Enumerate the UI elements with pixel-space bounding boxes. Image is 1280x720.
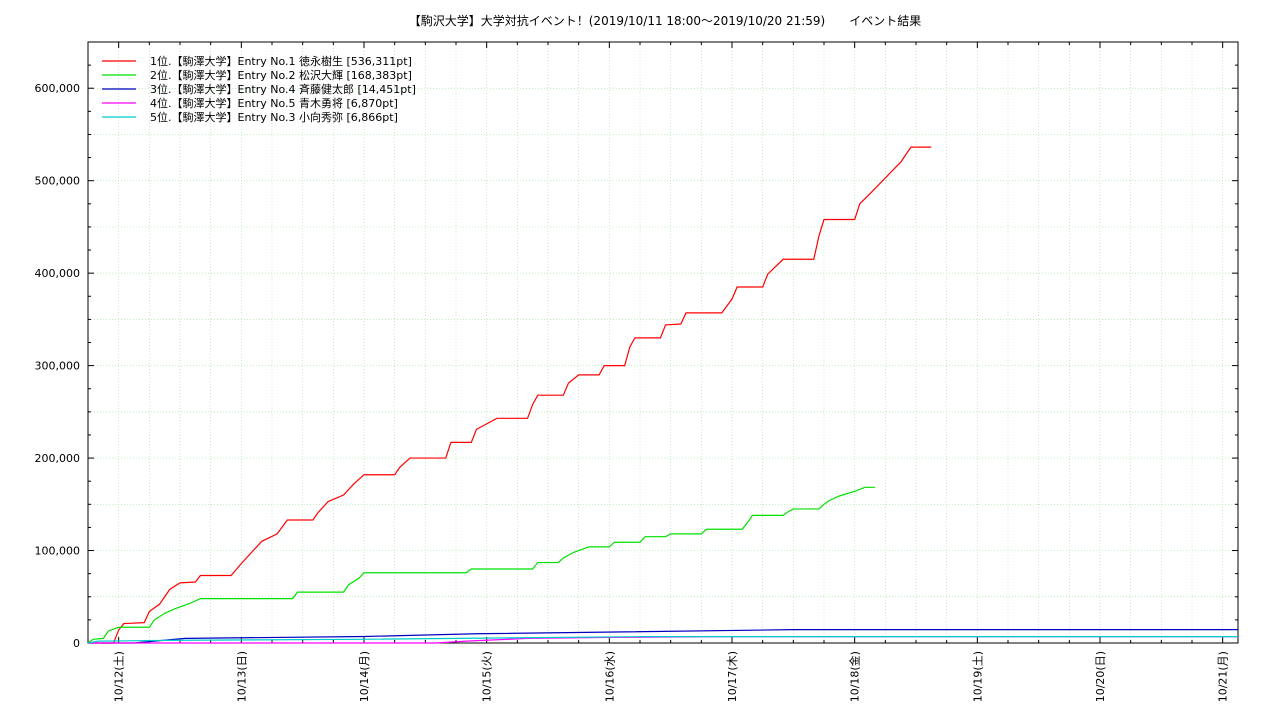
y-tick-label: 400,000 <box>35 267 81 280</box>
y-tick-label: 300,000 <box>35 360 81 373</box>
x-tick-label: 10/15(火) <box>481 651 494 702</box>
x-tick-label: 10/14(月) <box>358 651 371 702</box>
y-tick-label: 200,000 <box>35 452 81 465</box>
x-tick-label: 10/13(日) <box>235 651 248 702</box>
x-tick-label: 10/18(金) <box>848 651 862 702</box>
x-tick-label: 10/19(土) <box>971 651 984 702</box>
y-tick-label: 600,000 <box>35 82 81 95</box>
series-line-3 <box>88 629 1238 644</box>
plot-frame <box>87 41 1239 644</box>
legend: 1位.【駒澤大学】Entry No.1 徳永樹生 [536,311pt]2位.【… <box>102 54 416 124</box>
legend-label-4: 4位.【駒澤大学】Entry No.5 青木勇将 [6,870pt] <box>150 96 398 110</box>
series-line-5 <box>87 636 1238 644</box>
legend-label-2: 2位.【駒澤大学】Entry No.2 松沢大輝 [168,383pt] <box>150 68 412 82</box>
y-tick-label: 0 <box>73 637 80 650</box>
y-tick-label: 100,000 <box>35 545 81 558</box>
x-tick-label: 10/17(木) <box>726 651 739 702</box>
series-lines <box>87 146 1238 644</box>
x-tick-label: 10/20(日) <box>1094 651 1107 702</box>
axes: 0 100,000 200,000 300,000 400,000 500,000 600,… <box>35 41 1239 702</box>
legend-label-5: 5位.【駒澤大学】Entry No.3 小向秀弥 [6,866pt] <box>150 110 398 124</box>
series-line-1 <box>88 146 932 644</box>
x-tick-label: 10/16(水) <box>603 651 616 702</box>
y-tick-label: 500,000 <box>35 175 81 188</box>
legend-label-1: 1位.【駒澤大学】Entry No.1 徳永樹生 [536,311pt] <box>150 54 412 68</box>
x-tick-label: 10/21(月) <box>1217 651 1230 702</box>
series-line-2 <box>87 486 876 644</box>
chart-title: 【駒沢大学】大学対抗イベント！(2019/10/11 18:00～2019/10… <box>409 13 922 28</box>
gridlines <box>88 41 1238 643</box>
legend-label-3: 3位.【駒澤大学】Entry No.4 斉藤健太郎 [14,451pt] <box>150 82 416 96</box>
x-tick-label: 10/12(土) <box>113 651 126 702</box>
